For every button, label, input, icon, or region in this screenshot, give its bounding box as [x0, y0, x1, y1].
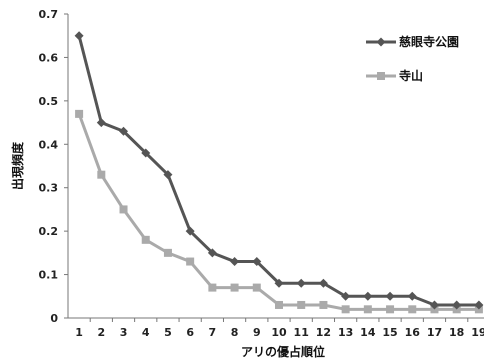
legend-marker — [377, 72, 385, 80]
x-tick-label: 3 — [120, 326, 128, 339]
data-point — [141, 148, 151, 158]
data-point — [208, 283, 217, 292]
legend-marker — [376, 37, 386, 47]
data-point — [230, 283, 239, 292]
x-tick-label: 15 — [382, 326, 397, 339]
data-point — [318, 278, 328, 288]
x-tick-label: 5 — [164, 326, 172, 339]
y-tick-label: 0.6 — [39, 51, 59, 64]
x-tick-label: 4 — [142, 326, 150, 339]
x-tick-label: 6 — [186, 326, 194, 339]
data-point — [163, 170, 173, 180]
legend-item: 慈眼寺公園 — [366, 34, 459, 49]
data-point — [252, 283, 261, 292]
y-tick-label: 0.1 — [39, 269, 59, 282]
data-point — [296, 278, 306, 288]
data-point — [274, 278, 284, 288]
x-tick-label: 13 — [338, 326, 353, 339]
x-tick-label: 11 — [294, 326, 309, 339]
data-point — [408, 305, 417, 314]
x-tick-label: 16 — [405, 326, 421, 339]
data-point — [207, 248, 217, 258]
x-tick-label: 10 — [271, 326, 287, 339]
data-point — [141, 235, 150, 244]
data-point — [474, 300, 484, 310]
y-tick-label: 0 — [50, 312, 58, 325]
data-point — [429, 300, 439, 310]
legend-label: 寺山 — [399, 68, 423, 83]
series-diamond — [74, 31, 484, 310]
data-point — [275, 300, 283, 309]
y-tick-label: 0.2 — [39, 225, 59, 238]
data-point — [119, 126, 129, 136]
data-point — [386, 305, 395, 314]
data-point — [319, 300, 328, 309]
x-axis-label: アリの優占順位 — [241, 344, 325, 359]
y-ticks: 0 0.1 0.2 0.3 0.4 0.5 0.6 0.7 — [39, 8, 68, 325]
x-tick-label: 18 — [449, 326, 464, 339]
y-tick-label: 0.4 — [39, 138, 59, 151]
data-point — [75, 109, 84, 118]
data-point — [407, 291, 417, 301]
data-point — [163, 248, 172, 257]
data-point — [230, 257, 240, 267]
legend-label: 慈眼寺公園 — [399, 34, 459, 49]
data-point — [363, 291, 373, 301]
y-axis-label: 出現頻度 — [10, 141, 25, 190]
data-point — [74, 31, 84, 41]
y-tick-label: 0.5 — [39, 95, 59, 108]
x-tick-label: 1 — [75, 326, 83, 339]
x-tick-label: 7 — [209, 326, 217, 339]
x-ticks: 1 2 3 4 5 6 7 8 9 10 11 12 13 14 15 16 17 18 19 — [75, 318, 484, 339]
data-point — [452, 300, 462, 310]
x-tick-label: 19 — [471, 326, 484, 339]
axes — [67, 14, 484, 319]
x-tick-label: 17 — [427, 326, 442, 339]
series-layer — [74, 31, 484, 314]
x-tick-label: 9 — [253, 326, 261, 339]
y-tick-label: 0.7 — [39, 8, 59, 21]
data-point — [385, 291, 395, 301]
data-point — [341, 291, 351, 301]
data-point — [297, 300, 306, 309]
x-tick-label: 8 — [231, 326, 239, 339]
x-tick-label: 12 — [316, 326, 331, 339]
data-point — [341, 305, 350, 314]
data-point — [97, 170, 106, 179]
data-point — [252, 257, 262, 267]
y-tick-label: 0.3 — [39, 182, 59, 195]
x-tick-label: 2 — [97, 326, 105, 339]
data-point — [185, 226, 195, 236]
legend-item: 寺山 — [366, 68, 423, 83]
data-point — [119, 205, 128, 214]
data-point — [363, 305, 372, 314]
x-tick-label: 14 — [360, 326, 376, 339]
series-square — [75, 109, 483, 314]
data-point — [186, 257, 195, 266]
data-point — [96, 118, 106, 128]
